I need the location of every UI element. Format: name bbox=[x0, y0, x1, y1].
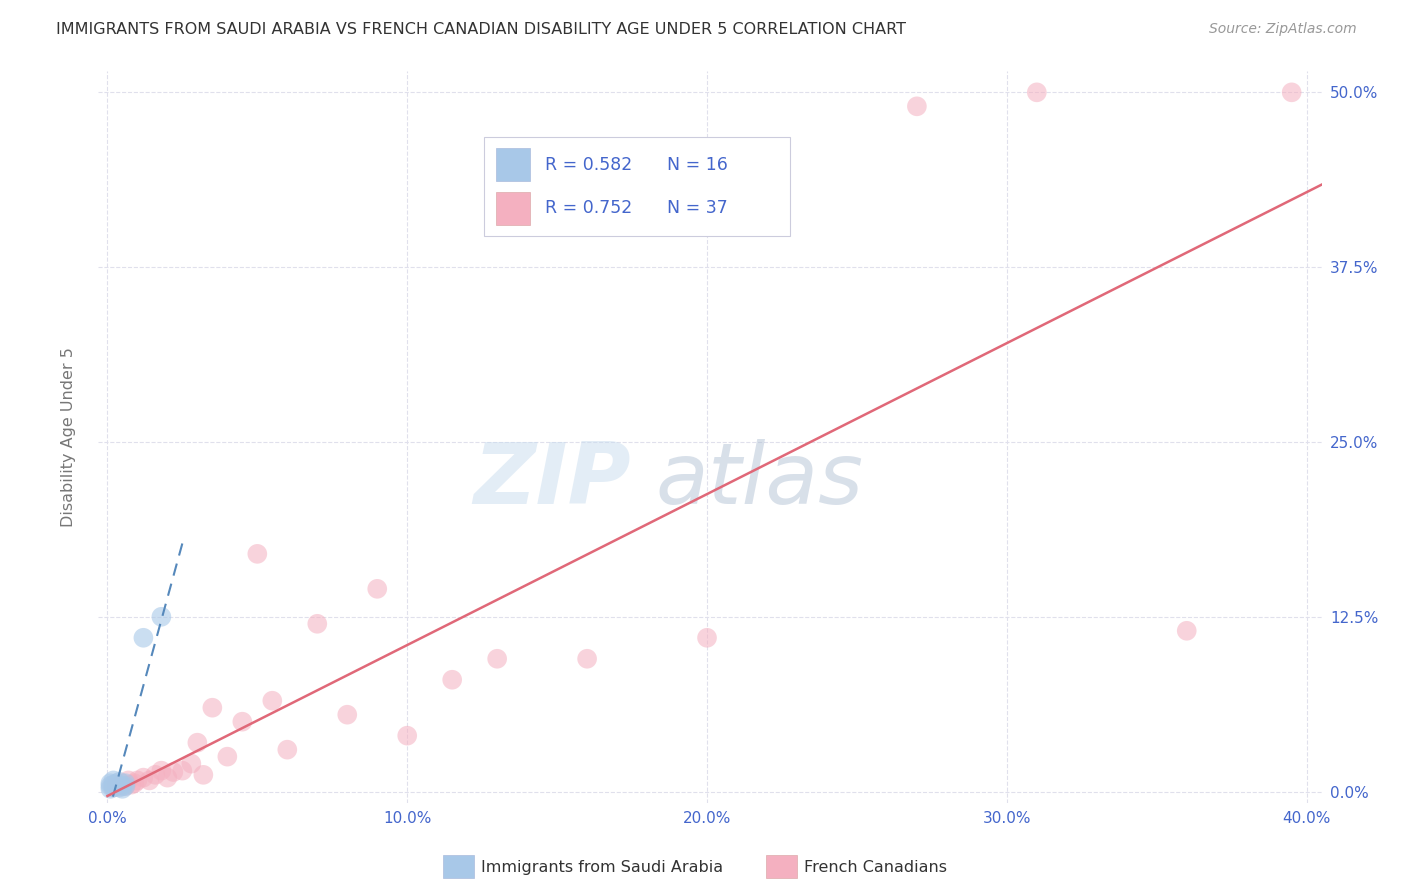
Point bbox=[262, 694, 284, 708]
Text: IMMIGRANTS FROM SAUDI ARABIA VS FRENCH CANADIAN DISABILITY AGE UNDER 5 CORRELATI: IMMIGRANTS FROM SAUDI ARABIA VS FRENCH C… bbox=[56, 22, 907, 37]
Point bbox=[100, 779, 122, 793]
Point bbox=[150, 609, 173, 624]
Point bbox=[156, 771, 179, 785]
Point bbox=[276, 742, 298, 756]
Point bbox=[486, 652, 509, 666]
Point bbox=[103, 773, 125, 788]
Text: R = 0.752: R = 0.752 bbox=[546, 199, 633, 218]
FancyBboxPatch shape bbox=[484, 137, 790, 235]
Point bbox=[1281, 86, 1303, 100]
Text: N = 37: N = 37 bbox=[668, 199, 728, 218]
Point bbox=[150, 764, 173, 778]
Text: atlas: atlas bbox=[655, 440, 863, 523]
Point bbox=[120, 778, 142, 792]
Bar bbox=[496, 148, 530, 181]
Point bbox=[138, 773, 160, 788]
Point bbox=[441, 673, 464, 687]
Text: Immigrants from Saudi Arabia: Immigrants from Saudi Arabia bbox=[481, 860, 723, 874]
Point bbox=[366, 582, 388, 596]
Point bbox=[100, 776, 122, 790]
Point bbox=[696, 631, 718, 645]
Point bbox=[108, 779, 131, 793]
Point bbox=[105, 779, 128, 793]
Text: R = 0.582: R = 0.582 bbox=[546, 156, 633, 174]
Point bbox=[103, 780, 125, 795]
Point bbox=[105, 776, 128, 790]
Point bbox=[114, 776, 136, 790]
Point bbox=[1175, 624, 1198, 638]
Point bbox=[100, 781, 122, 796]
Point bbox=[201, 700, 224, 714]
Point bbox=[1025, 86, 1047, 100]
Point bbox=[307, 616, 329, 631]
Point bbox=[108, 780, 131, 795]
Point bbox=[145, 768, 167, 782]
Point bbox=[193, 768, 215, 782]
Point bbox=[105, 778, 128, 792]
Bar bbox=[496, 192, 530, 225]
Point bbox=[162, 765, 184, 780]
Point bbox=[127, 773, 149, 788]
Point bbox=[108, 774, 131, 789]
Point bbox=[336, 707, 359, 722]
Point bbox=[172, 764, 194, 778]
Point bbox=[111, 779, 134, 793]
Point bbox=[111, 781, 134, 796]
Text: ZIP: ZIP bbox=[472, 440, 630, 523]
Text: French Canadians: French Canadians bbox=[804, 860, 948, 874]
Point bbox=[132, 631, 155, 645]
Point bbox=[103, 780, 125, 795]
Point bbox=[111, 776, 134, 790]
Point bbox=[180, 756, 202, 771]
Point bbox=[231, 714, 253, 729]
Point bbox=[246, 547, 269, 561]
Y-axis label: Disability Age Under 5: Disability Age Under 5 bbox=[62, 347, 76, 527]
Point bbox=[114, 779, 136, 793]
Point bbox=[905, 99, 928, 113]
Point bbox=[186, 736, 208, 750]
Text: N = 16: N = 16 bbox=[668, 156, 728, 174]
Text: Source: ZipAtlas.com: Source: ZipAtlas.com bbox=[1209, 22, 1357, 37]
Point bbox=[114, 779, 136, 793]
Point bbox=[396, 729, 419, 743]
Point bbox=[576, 652, 599, 666]
Point bbox=[124, 776, 146, 790]
Point bbox=[103, 778, 125, 792]
Point bbox=[217, 749, 239, 764]
Point bbox=[117, 773, 139, 788]
Point bbox=[132, 771, 155, 785]
